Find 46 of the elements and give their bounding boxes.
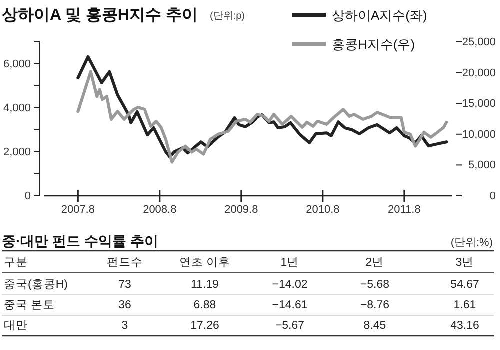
- y-tick-label: 2,000: [3, 146, 31, 159]
- data-label: 43.16: [450, 320, 480, 332]
- y-tick-label: 중국(홍콩H): [4, 279, 68, 291]
- x-tick-label: 2009.8: [224, 204, 258, 216]
- y-tick-label: 대만: [4, 320, 28, 332]
- data-label: 6.88: [194, 300, 216, 312]
- y2-tick-label: 15,000: [462, 98, 496, 110]
- x-tick-label: 2010.8: [306, 204, 340, 216]
- data-label: 36: [118, 300, 132, 312]
- x-tick-label: 펀드수: [107, 257, 143, 269]
- x-tick-label: 2년: [366, 257, 384, 269]
- y2-tick-label: 5,000: [468, 160, 496, 172]
- chart-title: 중·대만 펀드 수익률 추이: [2, 233, 158, 249]
- y2-tick-label: 10,000: [462, 128, 496, 141]
- chart-title: 상하이A 및 홍콩H지수 추이: [2, 7, 198, 24]
- x-tick-label: 2008.8: [143, 204, 177, 216]
- y-tick-label: 0: [24, 190, 31, 203]
- y2-tick-label: 0: [490, 190, 496, 203]
- data-label: 11.19: [191, 279, 219, 291]
- legend-label: 상하이A지수(좌): [332, 8, 428, 23]
- line-series: [76, 70, 448, 164]
- x-tick-label: 2011.8: [388, 204, 421, 216]
- data-label: −5.67: [275, 320, 305, 332]
- data-label: −14.02: [272, 279, 308, 291]
- data-label: 73: [118, 279, 132, 291]
- y-axis-title: 구분: [4, 257, 28, 269]
- x-tick-label: 2007.8: [61, 204, 95, 216]
- data-label: 54.67: [450, 279, 480, 291]
- x-tick-label: 3년: [456, 257, 474, 269]
- x-tick-label: 연초 이후: [179, 257, 231, 269]
- y-tick-label: 6,000: [3, 58, 31, 71]
- y-tick-label: 4,000: [3, 102, 31, 115]
- data-label: −5.68: [360, 279, 390, 291]
- x-tick-label: 1년: [280, 257, 300, 269]
- data-label: −14.61: [272, 300, 308, 312]
- data-label: 17.26: [190, 320, 220, 332]
- y2-tick-label: 20,000: [462, 67, 496, 80]
- chart-subtitle: (단위:p): [210, 11, 245, 22]
- chart-subtitle: (단위:%): [450, 237, 493, 249]
- y2-tick-label: 25,000: [462, 36, 496, 49]
- legend-label: 홍콩H지수(우): [332, 37, 416, 52]
- data-label: −8.76: [360, 300, 390, 312]
- data-label: 8.45: [364, 320, 386, 332]
- data-label: 3: [122, 320, 128, 332]
- y-tick-label: 중국 본토: [4, 300, 56, 312]
- data-label: 1.61: [454, 300, 476, 312]
